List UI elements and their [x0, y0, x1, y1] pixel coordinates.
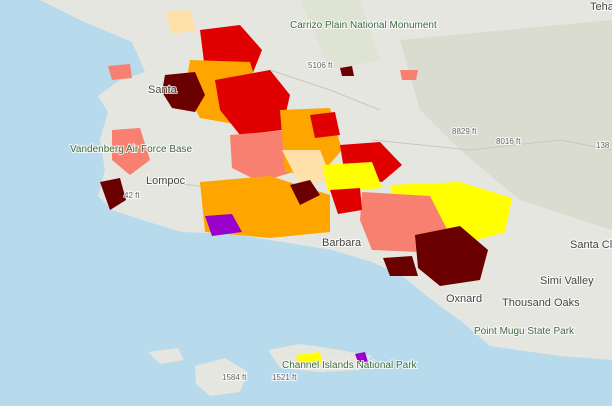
park-label: Channel Islands National Park	[282, 360, 418, 371]
hills	[300, 0, 380, 70]
fire-area	[282, 150, 332, 185]
fire-area	[100, 178, 126, 210]
fire-area	[310, 112, 340, 138]
fire-area	[162, 72, 205, 112]
island	[148, 348, 184, 364]
elevation-label: 1584 ft	[222, 373, 247, 382]
elevation-label: 8829 ft	[452, 127, 477, 136]
place-label: Lompoc	[146, 175, 186, 187]
fire-area	[400, 70, 418, 80]
hills	[400, 20, 612, 230]
fire-area	[296, 352, 322, 364]
fire-area	[215, 70, 290, 135]
fire-area	[330, 188, 362, 214]
place-label: Thousand Oaks	[502, 297, 580, 309]
fire-area	[290, 180, 320, 205]
place-label: Santa Clarita	[570, 239, 612, 251]
park-label: Point Mugu State Park	[474, 326, 575, 337]
fire-area	[355, 352, 368, 362]
place-label: Santa	[148, 84, 178, 96]
elevation-label: 42 ft	[124, 191, 140, 200]
place-label: Oxnard	[446, 293, 482, 305]
fire-area	[112, 128, 150, 175]
place-label: Tehach	[590, 1, 612, 13]
island	[195, 358, 248, 396]
fire-area	[108, 64, 132, 80]
fire-area	[230, 130, 300, 182]
elevation-label: 5106 ft	[308, 61, 333, 70]
place-label: Barbara	[322, 237, 362, 249]
road-label: 138	[596, 141, 610, 150]
elevation-label: 1521 ft	[272, 373, 297, 382]
fire-area	[166, 10, 196, 34]
fire-area	[205, 214, 242, 236]
fire-perimeters	[100, 10, 512, 364]
elevation-label: 8016 ft	[496, 137, 521, 146]
fire-area	[415, 226, 488, 286]
park-label: Vandenberg Air Force Base	[70, 144, 193, 155]
park-label: Carrizo Plain National Monument	[290, 20, 437, 31]
fire-area	[322, 162, 382, 192]
fire-area	[340, 66, 354, 76]
fire-area	[383, 256, 418, 276]
place-label: Simi Valley	[540, 275, 594, 287]
